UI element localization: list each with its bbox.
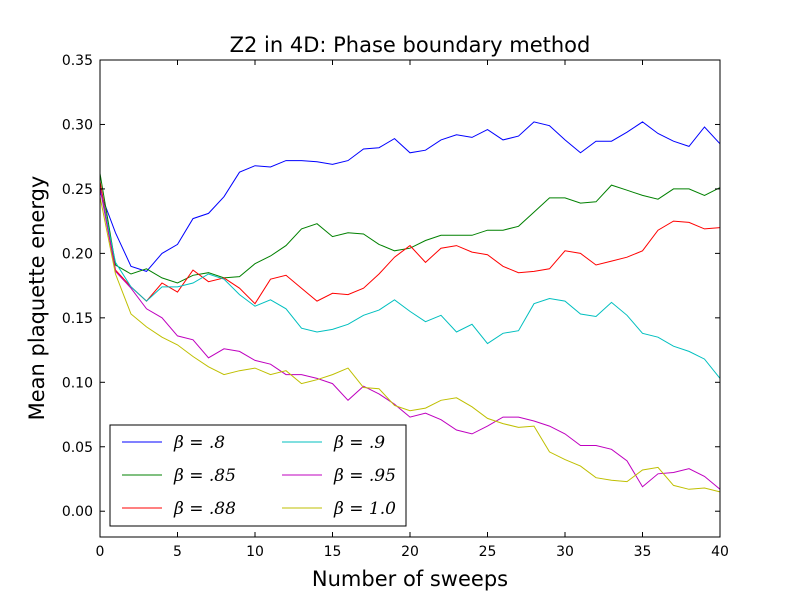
x-tick-label: 40 xyxy=(711,544,729,560)
legend-label-1: β = .85 xyxy=(173,466,236,486)
x-tick-label: 5 xyxy=(173,544,182,560)
plot-lines xyxy=(99,121,721,493)
x-tick-label: 25 xyxy=(479,544,497,560)
chart-title: Z2 in 4D: Phase boundary method xyxy=(230,33,591,57)
series-line-3 xyxy=(99,187,721,379)
series-line-1 xyxy=(99,173,721,284)
y-tick-label: 0.30 xyxy=(62,117,93,133)
plot-frame xyxy=(99,59,721,538)
x-tick-label: 10 xyxy=(246,544,264,560)
x-tick-label: 30 xyxy=(556,544,574,560)
y-tick-label: 0.05 xyxy=(62,440,93,456)
y-axis-label: Mean plaquette energy xyxy=(25,176,49,421)
x-tick-label: 15 xyxy=(324,544,342,560)
legend: β = .8 β = .85 β = .88 β = .9 β = .95 β = 1.0 xyxy=(109,424,407,527)
legend-label-2: β = .88 xyxy=(173,499,236,519)
y-tick-label: 0.15 xyxy=(62,311,93,327)
y-tick-label: 0.35 xyxy=(62,53,93,69)
y-tick-label: 0.00 xyxy=(62,504,93,520)
axis-ticks: 0 5 10 15 20 25 30 35 40 0.00 0.05 0.10 0.15 0.20 0.25… xyxy=(62,53,729,560)
x-tick-label: 0 xyxy=(96,544,105,560)
series-line-5 xyxy=(99,196,721,493)
y-tick-label: 0.25 xyxy=(62,182,93,198)
y-tick-label: 0.20 xyxy=(62,246,93,262)
series-line-2 xyxy=(99,181,721,305)
legend-label-3: β = .9 xyxy=(333,433,385,453)
y-tick-label: 0.10 xyxy=(62,375,93,391)
legend-label-4: β = .95 xyxy=(333,466,396,486)
series-line-4 xyxy=(99,187,721,490)
series-line-0 xyxy=(99,121,721,272)
x-tick-label: 20 xyxy=(401,544,419,560)
x-axis-label: Number of sweeps xyxy=(312,567,508,591)
legend-label-0: β = .8 xyxy=(173,433,225,453)
x-tick-label: 35 xyxy=(634,544,652,560)
legend-label-5: β = 1.0 xyxy=(333,499,396,519)
